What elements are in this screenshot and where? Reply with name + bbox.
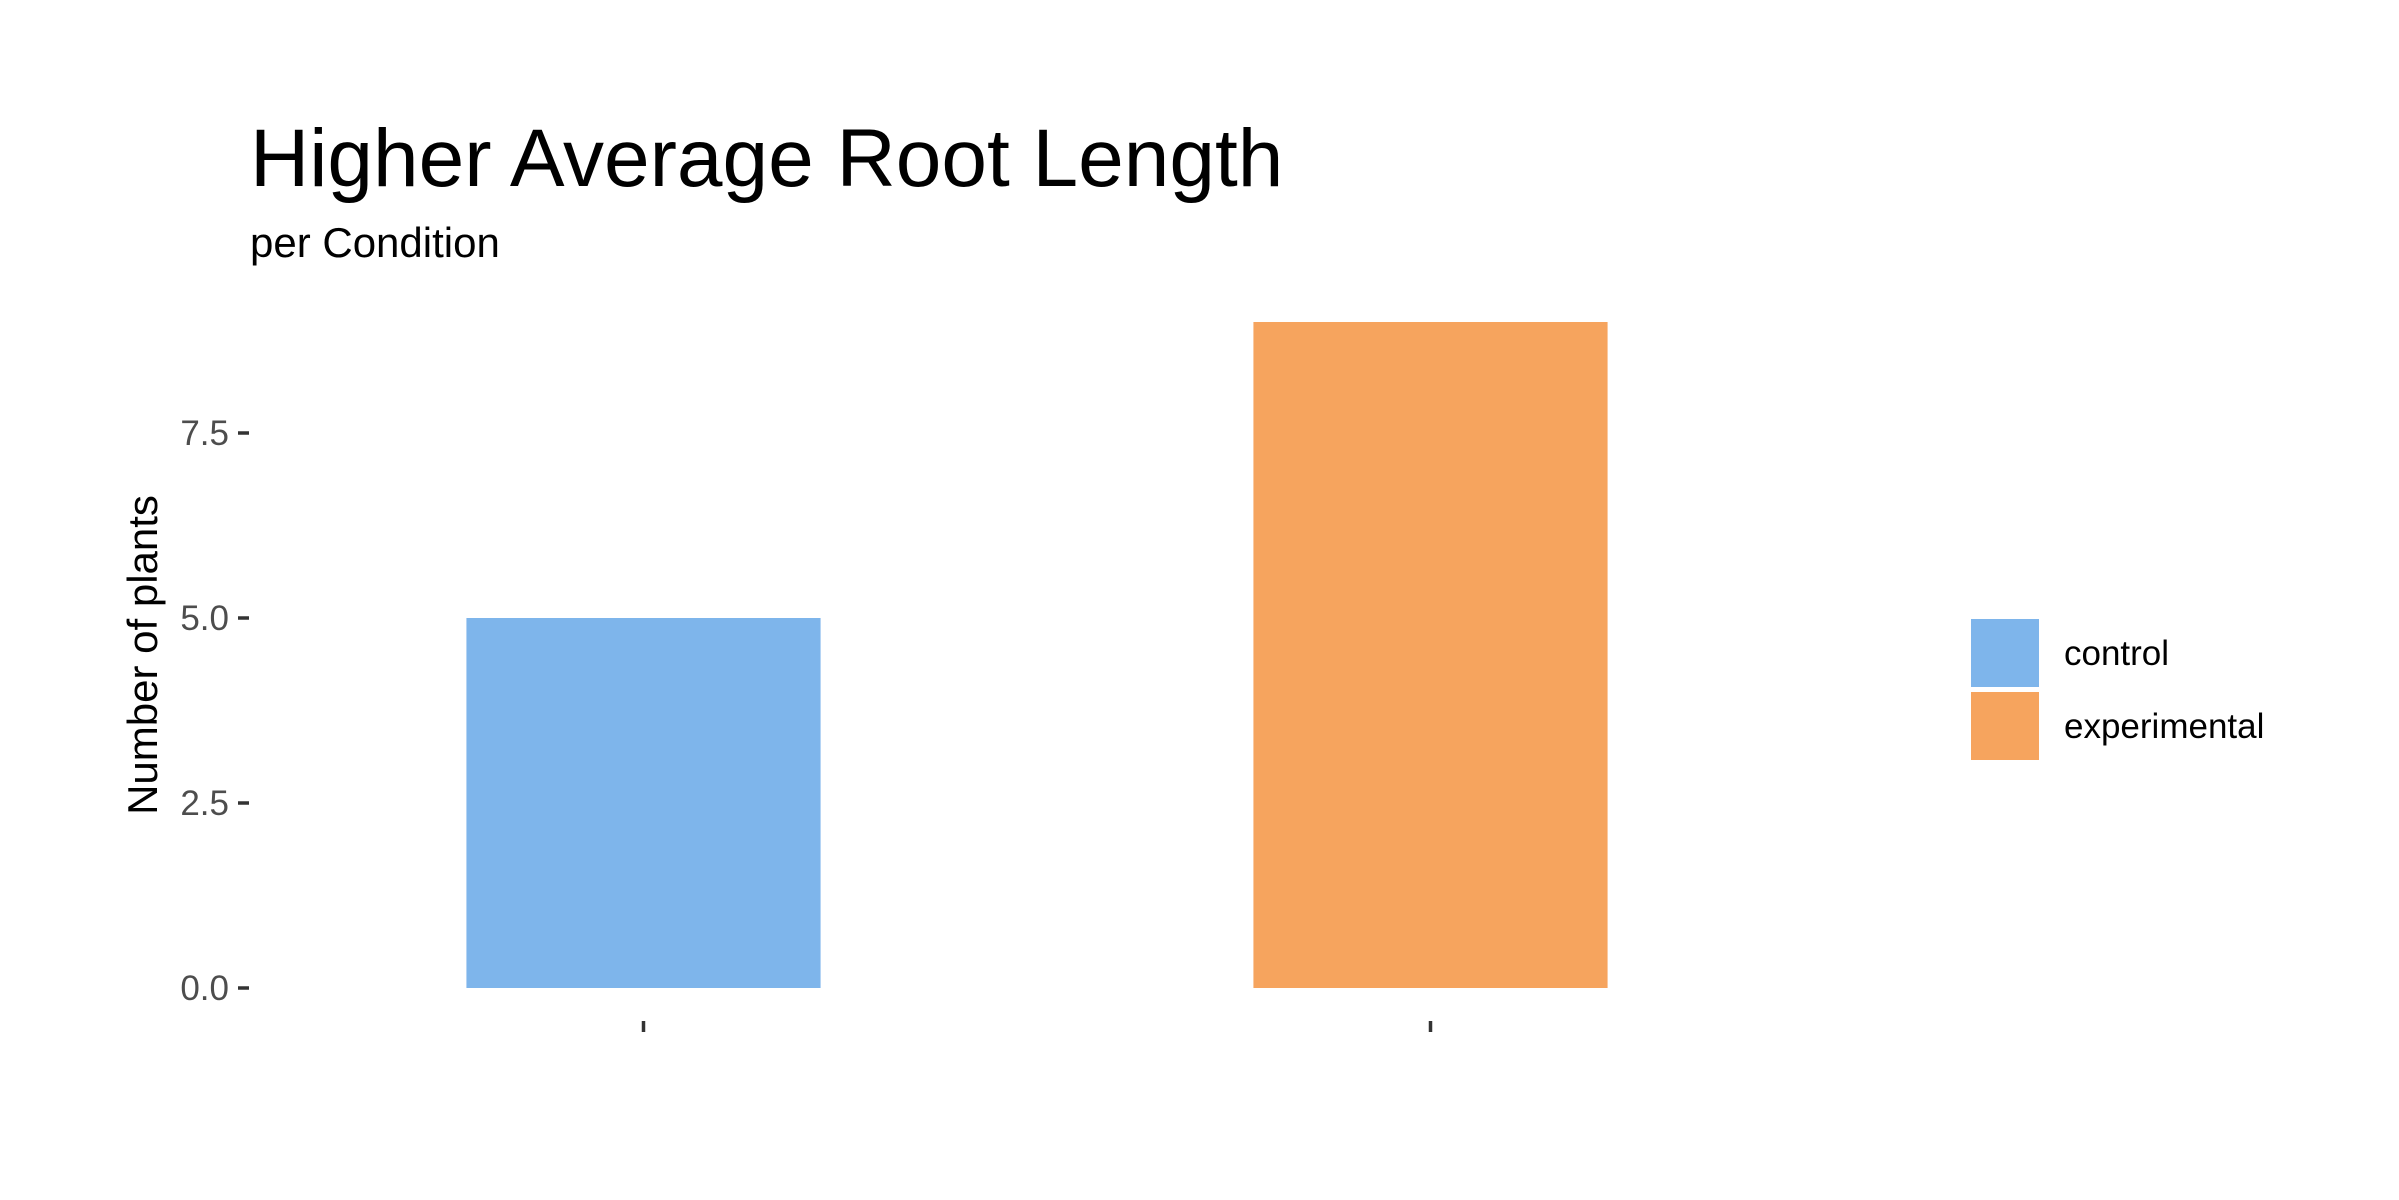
y-tick-label: 5.0	[180, 599, 229, 638]
legend: control experimental	[1971, 619, 2264, 760]
y-tick-label: 7.5	[180, 414, 229, 453]
chart-title: Higher Average Root Length	[250, 113, 1283, 204]
legend-key-control	[1971, 619, 2039, 687]
legend-key-experimental	[1971, 692, 2039, 760]
legend-label-experimental: experimental	[2064, 707, 2264, 746]
plot-area: 0.0 2.5 5.0 7.5	[180, 322, 1608, 1032]
legend-label-control: control	[2064, 634, 2169, 673]
chart-subtitle: per Condition	[250, 219, 500, 266]
bar-experimental	[1253, 322, 1608, 988]
y-axis-label: Number of plants	[119, 495, 166, 815]
bar-control	[466, 618, 821, 988]
y-tick-label: 2.5	[180, 784, 229, 823]
y-tick-label: 0.0	[180, 969, 229, 1008]
